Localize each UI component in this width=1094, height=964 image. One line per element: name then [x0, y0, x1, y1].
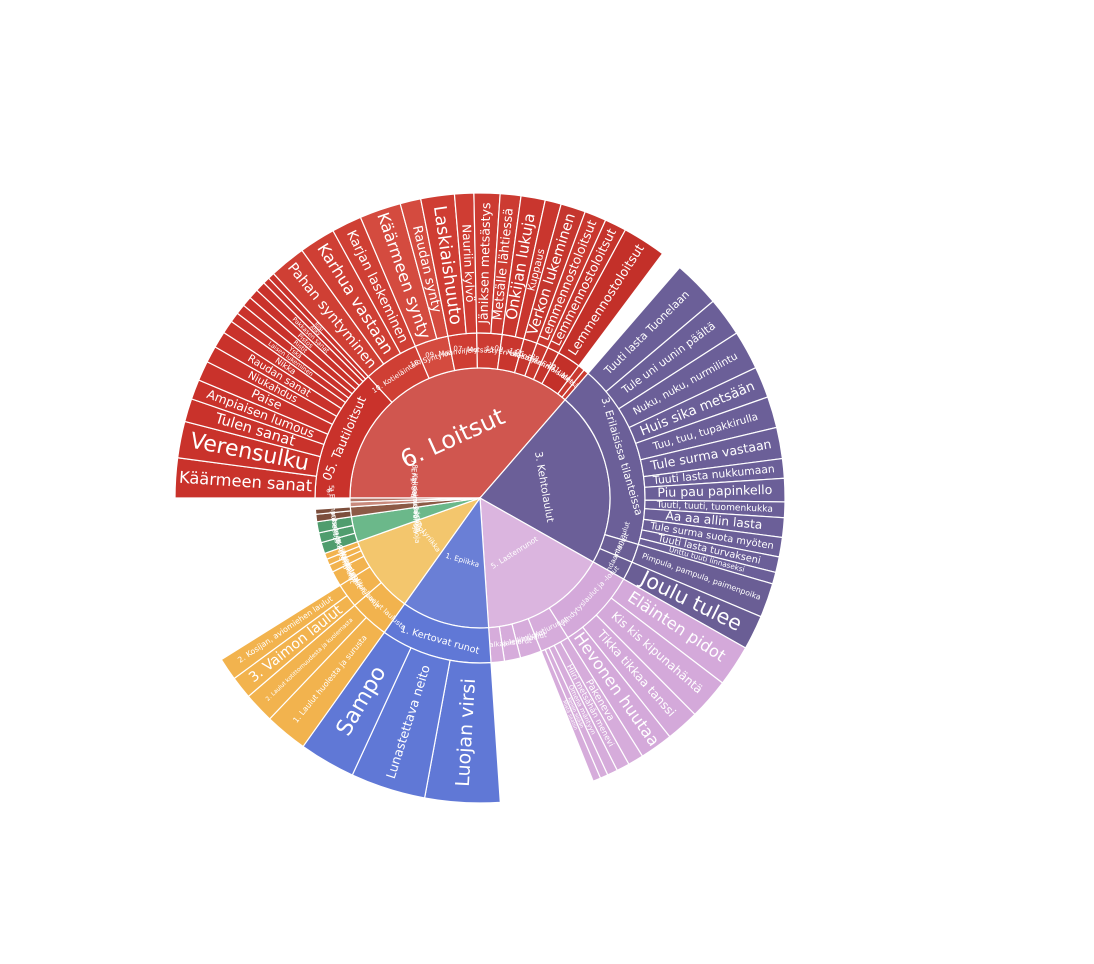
segment-label-riisi-17: Riisi — [313, 321, 324, 333]
segment-label-janiksen-metsastys-29: Jäniksen metsästys — [476, 202, 494, 325]
segment-label-nauriin-kylvo-27: Nauriin kylvö — [459, 224, 477, 303]
segment-label-8-kokoelmia-runoja-102: 8. Kokoelmia runoja — [410, 464, 419, 533]
segment-8-kokoelmia-runoja-101[interactable] — [349, 497, 481, 503]
segment-label-piu-pau-papinkello-53: Piu pau papinkello — [657, 482, 773, 500]
